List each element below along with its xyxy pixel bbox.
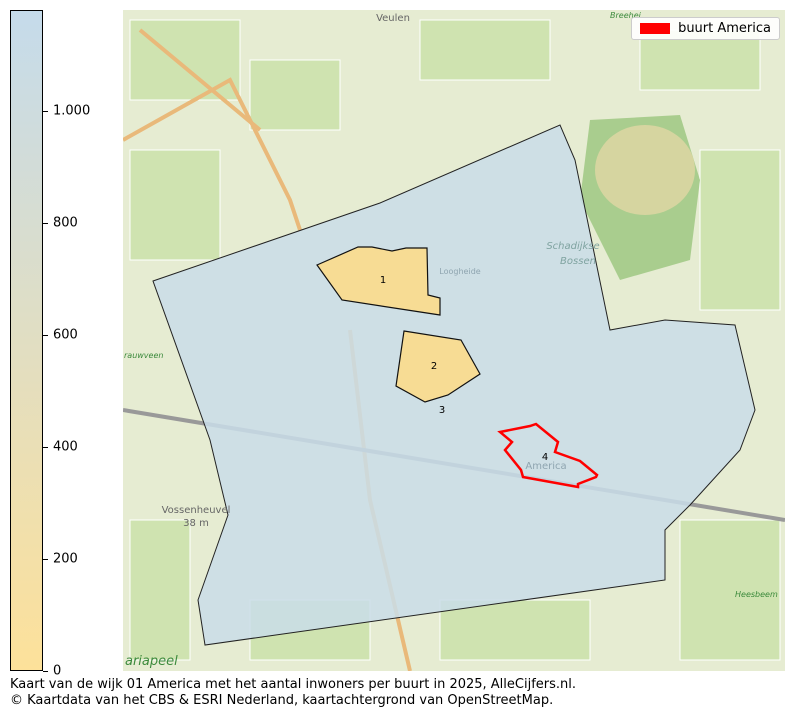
buurt-2-polygon[interactable] bbox=[395, 330, 481, 403]
colorbar-tick bbox=[43, 558, 48, 560]
colorbar-tick bbox=[43, 110, 48, 112]
buurt-4-america-polygon[interactable] bbox=[497, 422, 599, 489]
caption-credits: © Kaartdata van het CBS & ESRI Nederland… bbox=[10, 693, 554, 708]
colorbar bbox=[10, 10, 43, 671]
colorbar-tick-label: 0 bbox=[53, 663, 62, 679]
place-vossenheuvel: Vossenheuvel bbox=[162, 505, 231, 516]
place-bossen: Bossen bbox=[560, 256, 596, 267]
colorbar-tick bbox=[43, 446, 48, 448]
colorbar-tick-label: 200 bbox=[53, 551, 78, 567]
buurt-label-3: 3 bbox=[439, 405, 445, 416]
place-mariapeel: ariapeel bbox=[125, 654, 178, 669]
map[interactable]: 1 2 3 4 Veulen Schadijkse Bossen America… bbox=[123, 10, 785, 671]
colorbar-tick-label: 400 bbox=[53, 439, 78, 455]
place-breehei: Breehei bbox=[610, 11, 642, 20]
place-schadijkse: Schadijkse bbox=[546, 241, 599, 252]
colorbar-tick-label: 600 bbox=[53, 327, 78, 343]
road bbox=[138, 28, 262, 132]
legend-label: buurt America bbox=[678, 21, 771, 36]
place-height: 38 m bbox=[183, 518, 209, 529]
colorbar-tick bbox=[43, 222, 48, 224]
place-heesbeem: Heesbeem bbox=[735, 590, 778, 599]
buurt-label-4: 4 bbox=[542, 452, 548, 463]
colorbar-tick bbox=[43, 334, 48, 336]
buurt-label-2: 2 bbox=[431, 361, 437, 372]
colorbar-tick-label: 1.000 bbox=[53, 103, 91, 119]
place-zauwveen: rauwveen bbox=[124, 351, 163, 360]
legend-swatch bbox=[640, 23, 671, 34]
buurt-1-polygon[interactable] bbox=[316, 246, 441, 316]
colorbar-tick-label: 800 bbox=[53, 215, 78, 231]
place-america: America bbox=[525, 461, 566, 472]
buurt-label-1: 1 bbox=[380, 275, 386, 286]
colorbar-tick bbox=[43, 671, 48, 672]
place-loogheide: Loogheide bbox=[439, 267, 480, 276]
place-veulen: Veulen bbox=[376, 13, 410, 24]
heath bbox=[595, 125, 695, 215]
caption-title: Kaart van de wijk 01 America met het aan… bbox=[10, 677, 577, 692]
road-putterweg bbox=[123, 77, 302, 231]
legend: buurt America bbox=[631, 17, 780, 40]
